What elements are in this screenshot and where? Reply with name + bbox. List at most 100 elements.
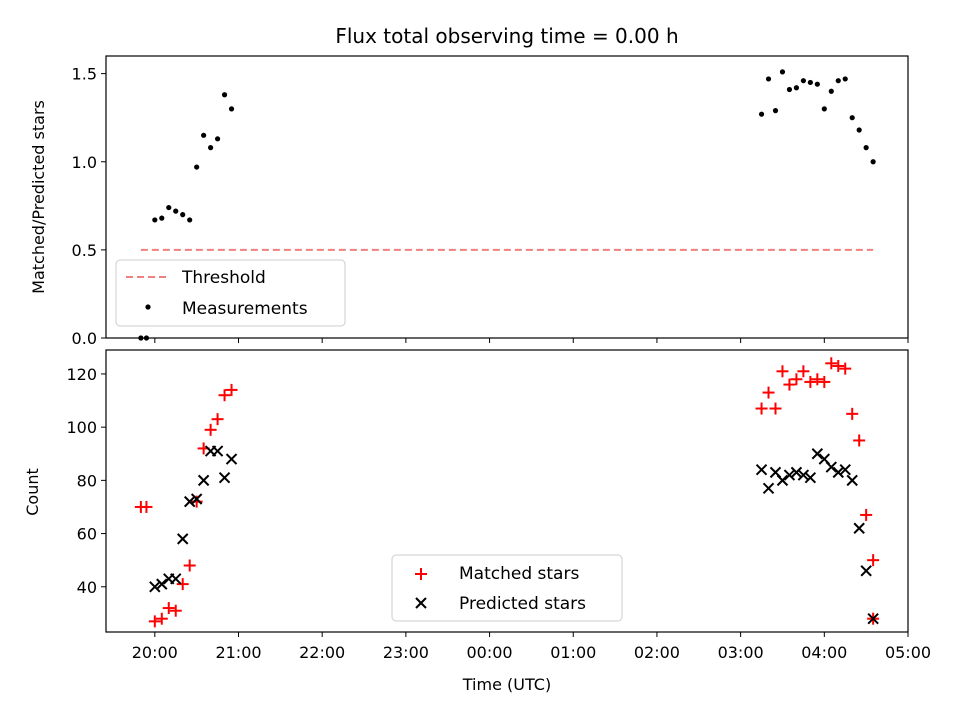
count-y-tick-label: 40 bbox=[77, 578, 97, 597]
ratio-plot-frame bbox=[105, 55, 909, 339]
matched-star-point bbox=[818, 375, 831, 388]
measurement-point bbox=[856, 127, 862, 133]
predicted-star-point bbox=[170, 573, 182, 585]
legend-predicted-swatch bbox=[415, 597, 427, 609]
matched-star-point bbox=[839, 362, 852, 375]
ratio-y-tick-label: 0.0 bbox=[72, 329, 97, 348]
chart-title: Flux total observing time = 0.00 h bbox=[335, 24, 678, 48]
matched-star-point bbox=[155, 612, 168, 625]
measurement-point bbox=[180, 212, 186, 218]
matched-star-point bbox=[169, 604, 182, 617]
predicted-star-point bbox=[804, 471, 817, 484]
measurement-point bbox=[201, 132, 207, 138]
ratio-y-axis-label: Matched/Predicted stars bbox=[29, 100, 48, 294]
measurement-point bbox=[835, 78, 841, 84]
x-tick-label: 02:00 bbox=[634, 643, 680, 662]
measurement-point bbox=[870, 159, 876, 165]
measurement-point bbox=[187, 217, 193, 223]
count-y-tick-label: 100 bbox=[66, 418, 97, 437]
predicted-star-point bbox=[183, 495, 196, 508]
measurement-point bbox=[214, 136, 221, 142]
predicted-star-point bbox=[776, 474, 789, 487]
x-axis-label: Time (UTC) bbox=[462, 675, 551, 694]
matched-star-point bbox=[176, 578, 189, 591]
ratio-legend: Threshold Measurements bbox=[115, 259, 346, 327]
matched-star-point bbox=[832, 359, 845, 372]
matched-star-point bbox=[762, 386, 775, 399]
count-y-axis-label: Count bbox=[23, 468, 42, 516]
measurement-point bbox=[194, 164, 200, 170]
x-tick-label: 23:00 bbox=[383, 643, 429, 662]
matched-star-point bbox=[190, 495, 203, 508]
x-tick-label: 00:00 bbox=[467, 643, 513, 662]
predicted-star-point bbox=[783, 469, 796, 481]
measurement-point bbox=[779, 69, 786, 75]
measurement-point bbox=[863, 145, 869, 151]
legend-measurements-label: Measurements bbox=[182, 299, 308, 319]
predicted-star-point bbox=[825, 461, 837, 473]
predicted-star-point bbox=[762, 482, 775, 495]
x-tick-label: 21:00 bbox=[215, 643, 261, 662]
matched-star-point bbox=[769, 402, 782, 415]
matched-star-point bbox=[825, 357, 838, 370]
measurement-point bbox=[793, 85, 800, 91]
matched-star-point bbox=[860, 508, 873, 521]
predicted-star-point bbox=[867, 612, 879, 625]
count-panel: 40 60 80 100 120 20:00 21:00 22:00 23:00 00:00 01… bbox=[23, 349, 931, 694]
matched-star-point bbox=[204, 423, 217, 436]
legend-predicted-label: Predicted stars bbox=[459, 594, 586, 614]
measurement-point bbox=[842, 76, 848, 82]
measurement-point bbox=[228, 106, 235, 112]
measurement-point bbox=[173, 208, 179, 214]
legend-threshold-label: Threshold bbox=[181, 268, 266, 288]
x-tick-label: 05:00 bbox=[885, 643, 931, 662]
matched-star-point bbox=[755, 402, 768, 415]
matched-star-point bbox=[867, 554, 880, 567]
count-y-tick-label: 60 bbox=[77, 525, 97, 544]
matched-star-point bbox=[783, 378, 796, 391]
measurement-point bbox=[800, 78, 806, 84]
predicted-star-point bbox=[839, 464, 851, 476]
predicted-star-point bbox=[225, 453, 238, 465]
measurement-point bbox=[786, 86, 793, 93]
ratio-y-tick-label: 0.5 bbox=[72, 241, 97, 260]
measurement-point bbox=[221, 92, 228, 98]
predicted-star-point bbox=[197, 474, 210, 487]
matched-star-point bbox=[811, 373, 824, 386]
matched-star-point bbox=[853, 434, 866, 447]
x-tick-label: 03:00 bbox=[718, 643, 764, 662]
predicted-star-point bbox=[149, 581, 161, 593]
predicted-star-point bbox=[860, 565, 872, 577]
matched-star-point bbox=[797, 365, 810, 378]
predicted-star-point bbox=[797, 469, 810, 481]
measurement-point bbox=[849, 115, 855, 121]
count-legend: Matched stars Predicted stars bbox=[391, 554, 623, 622]
matched-star-point bbox=[183, 559, 196, 572]
x-tick-label: 20:00 bbox=[132, 643, 178, 662]
matched-star-point bbox=[162, 602, 175, 615]
matched-star-point bbox=[211, 413, 224, 426]
ratio-panel: 0.0 0.5 1.0 1.5 Matched/Predicted stars Thr… bbox=[29, 55, 909, 348]
legend-matched-label: Matched stars bbox=[459, 564, 579, 584]
count-plot-frame bbox=[105, 349, 909, 633]
measurement-point bbox=[159, 215, 165, 221]
predicted-star-point bbox=[156, 578, 168, 590]
predicted-star-point bbox=[832, 466, 844, 479]
legend-matched-swatch bbox=[415, 568, 427, 580]
matched-star-point bbox=[218, 389, 231, 402]
x-tick-label: 22:00 bbox=[299, 643, 345, 662]
measurement-point bbox=[828, 88, 834, 94]
matched-star-point bbox=[790, 373, 803, 386]
ratio-y-tick-label: 1.5 bbox=[72, 65, 97, 84]
legend-measurements-swatch bbox=[145, 304, 151, 310]
measurement-point bbox=[807, 79, 813, 86]
predicted-star-point bbox=[177, 533, 189, 545]
measurement-point bbox=[765, 76, 772, 82]
matched-star-point bbox=[776, 365, 789, 378]
predicted-star-point bbox=[790, 466, 803, 479]
matched-star-point bbox=[148, 615, 161, 628]
matched-star-point bbox=[804, 375, 817, 388]
measurement-point bbox=[814, 81, 820, 87]
x-tick-label: 01:00 bbox=[550, 643, 596, 662]
